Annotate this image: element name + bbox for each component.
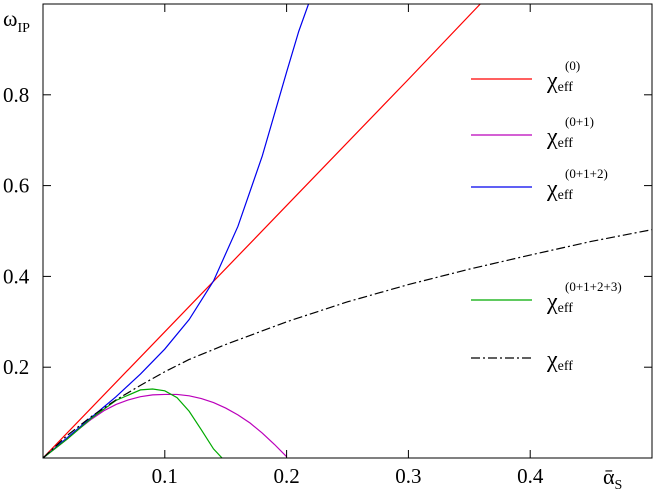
x-tick-label: 0.3	[395, 464, 421, 488]
y-tick-label: 0.2	[3, 355, 29, 379]
series-line-3	[43, 4, 310, 458]
axis-labels: ωIP ᾱS	[3, 6, 622, 493]
legend-label: χeff	[546, 176, 573, 203]
x-tick-label: 0.4	[517, 464, 544, 488]
legend: χeff(0)χeff(0+1)χeff(0+1+2)χeff(0+1+2+3)…	[471, 58, 622, 374]
y-axis-label: ωIP	[3, 6, 30, 36]
legend-label: χeff	[546, 68, 573, 95]
y-tick-label: 0.8	[3, 83, 29, 107]
series-line-2	[43, 393, 288, 458]
series-line-5	[43, 229, 652, 458]
y-tick-label: 0.4	[3, 264, 30, 288]
series-layer	[43, 4, 652, 458]
ticks-layer: 0.1 0.2 0.3 0.4 0.2 0.4 0.6 0.8	[3, 4, 652, 488]
x-tick-label: 0.2	[273, 464, 299, 488]
legend-label: χeff	[546, 347, 573, 374]
x-tick-label: 0.1	[152, 464, 178, 488]
x-axis-label: ᾱS	[603, 464, 622, 493]
legend-label-superscript: (0+1+2+3)	[565, 279, 622, 294]
plot-frame	[42, 3, 653, 459]
y-tick-label: 0.6	[3, 174, 29, 198]
legend-label: χeff	[546, 289, 573, 316]
legend-label-superscript: (0+1+2)	[565, 166, 608, 181]
legend-label: χeff	[546, 124, 573, 151]
series-line-4	[43, 388, 223, 458]
legend-label-superscript: (0)	[565, 58, 580, 73]
series-line-1	[43, 4, 481, 458]
legend-label-superscript: (0+1)	[565, 114, 594, 129]
